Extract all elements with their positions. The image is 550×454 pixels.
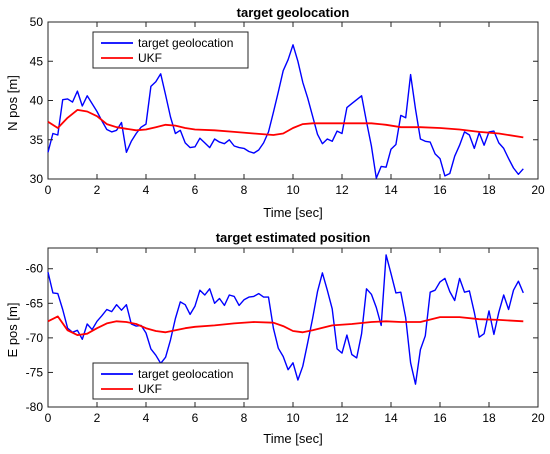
x-tick-label: 16 — [433, 183, 447, 197]
tick-layer: 0 2 4 6 8 10 12 14 16 18 20 30 35 40 45 50 — [30, 15, 545, 197]
x-tick-label: 14 — [384, 411, 398, 425]
x-tick-label: 18 — [482, 183, 496, 197]
y-tick-label: 45 — [30, 54, 44, 68]
y-tick-label: 35 — [30, 133, 44, 147]
series-line-ukf — [47, 315, 524, 337]
y-tick-label: 30 — [30, 172, 44, 186]
x-tick-label: 20 — [531, 183, 545, 197]
x-tick-label: 2 — [94, 183, 101, 197]
x-tick-label: 8 — [241, 411, 248, 425]
legend: target geolocation UKF — [92, 362, 249, 400]
series-layer — [47, 254, 524, 385]
plot-area: 0 2 4 6 8 10 12 14 16 18 20 30 35 40 45 50 — [30, 15, 545, 197]
y-tick-label: -65 — [26, 296, 44, 310]
chart-target-estimated-position: target estimated position 0 2 4 6 8 10 12 14 16 1… — [5, 230, 545, 446]
chart-target-geolocation: target geolocation 0 2 4 6 8 10 12 14 16 18 20 30 35… — [5, 5, 545, 220]
x-tick-label: 8 — [241, 183, 248, 197]
series-line-ukf — [47, 109, 524, 139]
x-axis-label: Time [sec] — [263, 205, 322, 220]
y-tick-label: -60 — [26, 262, 44, 276]
y-tick-label: -75 — [26, 365, 44, 379]
x-tick-label: 12 — [335, 183, 349, 197]
x-tick-label: 14 — [384, 183, 398, 197]
x-tick-label: 20 — [531, 411, 545, 425]
legend-box — [92, 362, 249, 400]
plot-area: 0 2 4 6 8 10 12 14 16 18 20 -60 -65 -70 -75 -80 — [26, 247, 545, 425]
x-tick-label: 12 — [335, 411, 349, 425]
y-tick-label: 50 — [30, 15, 44, 29]
legend-label-target-geolocation: target geolocation — [138, 367, 233, 381]
y-axis-label: E pos [m] — [5, 303, 20, 358]
y-axis-label: N pos [m] — [5, 75, 20, 131]
legend-box — [92, 31, 249, 69]
y-tick-label: 40 — [30, 94, 44, 108]
y-tick-label: -70 — [26, 331, 44, 345]
chart-title: target geolocation — [237, 5, 350, 20]
chart-title: target estimated position — [216, 230, 371, 245]
x-tick-label: 0 — [45, 183, 52, 197]
series-layer — [47, 44, 524, 179]
x-tick-label: 4 — [143, 411, 150, 425]
x-tick-label: 16 — [433, 411, 447, 425]
legend: target geolocation UKF — [92, 31, 249, 69]
x-tick-label: 18 — [482, 411, 496, 425]
y-tick-label: -80 — [26, 400, 44, 414]
series-line-target-geolocation — [47, 254, 524, 385]
x-tick-label: 6 — [192, 411, 199, 425]
x-tick-label: 2 — [94, 411, 101, 425]
legend-label-target-geolocation: target geolocation — [138, 36, 233, 50]
x-tick-label: 0 — [45, 411, 52, 425]
legend-label-ukf: UKF — [138, 382, 162, 396]
tick-layer: 0 2 4 6 8 10 12 14 16 18 20 -60 -65 -70 -75 -80 — [26, 248, 545, 425]
x-tick-label: 10 — [286, 411, 300, 425]
x-axis-label: Time [sec] — [263, 431, 322, 446]
x-tick-label: 4 — [143, 183, 150, 197]
legend-label-ukf: UKF — [138, 51, 162, 65]
x-tick-label: 6 — [192, 183, 199, 197]
x-tick-label: 10 — [286, 183, 300, 197]
series-line-target-geolocation — [47, 44, 524, 179]
